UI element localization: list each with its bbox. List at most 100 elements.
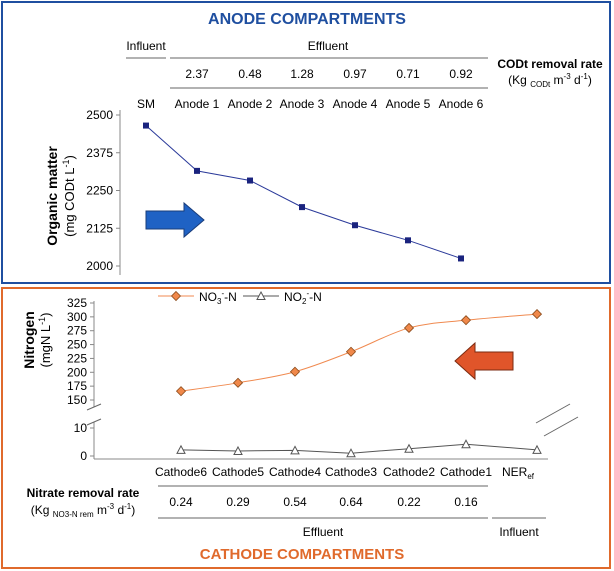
- legend-no2-marker: [256, 290, 266, 300]
- nitrate-removal-rate-value: 0.24: [169, 495, 193, 509]
- cathode-ylabel-line2: (mgN L-1): [37, 313, 53, 368]
- anode-data-point: [299, 204, 305, 211]
- anode-category-label: Anode 5: [386, 97, 431, 111]
- legend-no2-label: NO2--N: [284, 289, 322, 306]
- nitrate-data-point: [531, 309, 543, 320]
- nitrite-data-point: [233, 445, 243, 455]
- anode-y-tick-label: 2000: [86, 259, 113, 273]
- codt-removal-unit: (Kg CODt m-3 d-1): [508, 72, 592, 89]
- nitrate-removal-title: Nitrate removal rate: [27, 486, 140, 500]
- anode-ylabel-line2: (mg CODt L-1): [61, 155, 77, 237]
- anode-removal-rate-value: 0.92: [449, 67, 473, 81]
- cathode-title: CATHODE COMPARTMENTS: [200, 546, 404, 563]
- anode-y-tick-label: 2125: [86, 221, 113, 235]
- cathode-category-label: Cathode4: [269, 465, 321, 479]
- cathode-removal-rates: 0.24 0.29 0.54 0.64 0.22 0.16: [169, 495, 478, 509]
- anode-data-point: [247, 177, 253, 184]
- cathode-y-tick-label: 300: [67, 310, 87, 324]
- anode-data-point: [352, 222, 358, 229]
- anode-y-tick-label: 2375: [86, 146, 113, 160]
- cathode-compartment-box: [1, 287, 611, 569]
- anode-removal-rate-value: 0.71: [396, 67, 420, 81]
- right-break-mark-top: [535, 403, 571, 424]
- legend-no3-label: NO3--N: [199, 289, 237, 306]
- anode-removal-rates: 2.37 0.48 1.28 0.97 0.71 0.92: [185, 67, 473, 81]
- anode-series-line: [145, 125, 462, 259]
- cathode-category-label: Cathode2: [383, 465, 435, 479]
- nitrite-data-point: [461, 439, 471, 449]
- anode-removal-rate-value: 0.97: [343, 67, 367, 81]
- anode-y-tick-label: 2250: [86, 184, 113, 198]
- cathode-y-tick-label: 10: [74, 421, 88, 435]
- nitrate-data-point: [175, 386, 187, 397]
- anode-category-labels: SM Anode 1 Anode 2 Anode 3 Anode 4 Anode 5 Ano…: [137, 97, 484, 111]
- cathode-category-label: Cathode3: [325, 465, 377, 479]
- y-axis-break-mark-bottom: [86, 418, 102, 426]
- cathode-flow-arrow-left: [454, 341, 514, 381]
- anode-y-ticks: 2000 2125 2250 2375 2500: [86, 108, 120, 273]
- anode-data-point: [458, 255, 464, 262]
- anode-y-tick-label: 2500: [86, 108, 113, 122]
- nitrate-data-point: [403, 322, 415, 334]
- anode-category-label: SM: [137, 97, 155, 111]
- legend-no3-marker: [170, 290, 182, 302]
- anode-ylabel-line1: Organic matter: [44, 146, 60, 246]
- cathode-y-tick-label: 175: [67, 379, 87, 393]
- anode-removal-rate-value: 1.28: [290, 67, 314, 81]
- cathode-ylabel-line1: Nitrogen: [21, 311, 37, 369]
- cathode-y-tick-label: 250: [67, 338, 87, 352]
- nitrate-removal-rate-value: 0.54: [283, 495, 307, 509]
- anode-category-label: Anode 4: [333, 97, 378, 111]
- nitrate-series-markers: [175, 309, 543, 397]
- cathode-y-tick-label: 325: [67, 296, 87, 310]
- nitrite-series-markers: [176, 439, 542, 458]
- nitrate-removal-rate-value: 0.22: [397, 495, 421, 509]
- cathode-category-label: Cathode5: [212, 465, 264, 479]
- nitrite-series-line: [180, 443, 538, 454]
- cathode-y-tick-label: 275: [67, 324, 87, 338]
- anode-category-label: Anode 1: [175, 97, 220, 111]
- nitrite-data-point: [532, 444, 542, 454]
- nitrite-data-point: [346, 448, 356, 458]
- nitrate-removal-rate-value: 0.29: [226, 495, 250, 509]
- nitrate-data-point: [289, 366, 301, 377]
- anode-removal-rate-value: 2.37: [185, 67, 209, 81]
- cathode-y-tick-label: 0: [80, 449, 87, 463]
- anode-data-point: [194, 167, 200, 174]
- anode-removal-rate-value: 0.48: [238, 67, 262, 81]
- cathode-y-tick-label: 225: [67, 351, 87, 365]
- nitrate-data-point: [232, 377, 244, 388]
- nitrite-data-point: [290, 445, 300, 455]
- anode-data-point: [143, 122, 149, 129]
- anode-influent-label: Influent: [126, 39, 166, 53]
- nitrate-removal-rate-value: 0.16: [454, 495, 478, 509]
- cathode-influent-label: Influent: [499, 525, 539, 539]
- anode-title: ANODE COMPARTMENTS: [208, 11, 406, 28]
- ner-ef-label: NERef: [502, 465, 535, 481]
- anode-data-point: [405, 237, 411, 244]
- cathode-y-tick-label: 200: [67, 365, 87, 379]
- nitrite-data-point: [404, 443, 414, 453]
- nitrate-data-point: [345, 346, 357, 357]
- cathode-effluent-label: Effluent: [303, 525, 344, 539]
- anode-category-label: Anode 3: [280, 97, 325, 111]
- anode-series-markers: [143, 122, 464, 262]
- nitrate-data-point: [460, 315, 472, 326]
- codt-removal-title: CODt removal rate: [497, 57, 603, 71]
- cathode-category-labels: Cathode6 Cathode5 Cathode4 Cathode3 Cathode2…: [155, 465, 492, 479]
- anode-compartment-box: [1, 1, 611, 284]
- anode-category-label: Anode 6: [439, 97, 484, 111]
- y-axis-break-mark-top: [86, 403, 102, 411]
- anode-category-label: Anode 2: [228, 97, 273, 111]
- cathode-category-label: Cathode6: [155, 465, 207, 479]
- anode-flow-arrow-right: [145, 201, 205, 239]
- anode-effluent-label: Effluent: [308, 39, 349, 53]
- nitrate-removal-unit: (Kg NO3-N rem m-3 d-1): [31, 502, 136, 519]
- nitrite-data-point: [176, 444, 186, 454]
- cathode-y-tick-label: 150: [67, 393, 87, 407]
- right-break-mark-bottom: [543, 416, 579, 437]
- cathode-category-label: Cathode1: [440, 465, 492, 479]
- nitrate-removal-rate-value: 0.64: [339, 495, 363, 509]
